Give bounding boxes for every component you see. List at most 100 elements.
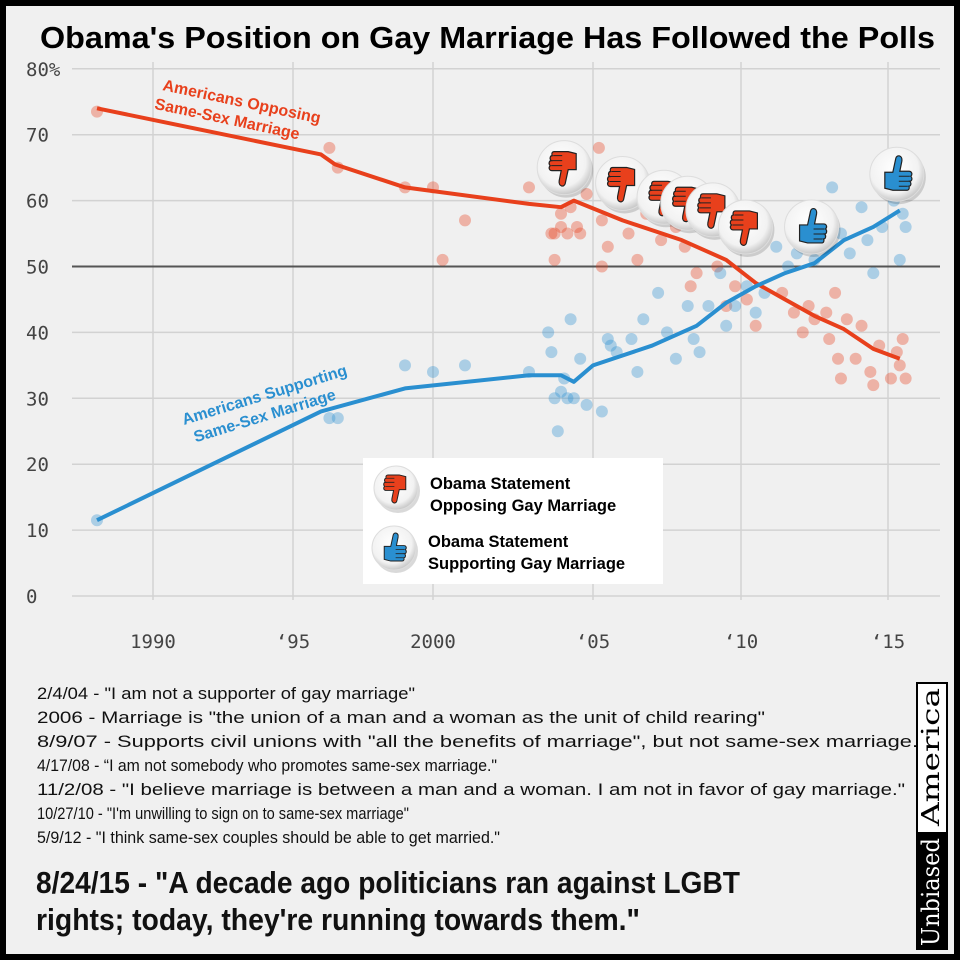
- oppose-point: [555, 220, 567, 233]
- oppose-point: [459, 214, 471, 227]
- support-point: [855, 201, 868, 214]
- support-point: [551, 425, 564, 438]
- oppose-point: [740, 293, 753, 306]
- oppose-point: [622, 227, 635, 240]
- x-tick-label: 1990: [130, 631, 176, 653]
- x-tick-label: 2000: [410, 631, 456, 653]
- support-point: [545, 346, 558, 359]
- support-point: [669, 352, 682, 365]
- oppose-point: [690, 267, 703, 280]
- statement-markers: [536, 140, 926, 257]
- statement-marker-oppose: [536, 140, 594, 198]
- oppose-point: [631, 253, 644, 266]
- y-tick-label: 20: [26, 454, 49, 476]
- statement-line: 5/9/12 - "I think same-sex couples shoul…: [37, 828, 500, 847]
- thumbs-up-icon: [798, 207, 828, 244]
- thumbs-down-icon: [383, 474, 407, 504]
- support-point: [702, 300, 715, 313]
- thumbs-down-icon: [548, 151, 577, 187]
- support-point: [574, 352, 587, 365]
- y-tick-label: 40: [26, 322, 49, 344]
- legend-oppose-line2: Opposing Gay Marriage: [430, 497, 616, 515]
- oppose-point: [711, 260, 724, 273]
- thumb-fingers: [609, 170, 621, 182]
- oppose-point: [823, 332, 836, 345]
- oppose-point: [820, 306, 833, 319]
- thumb-fingers: [674, 190, 686, 202]
- y-tick-label: 10: [26, 520, 49, 542]
- support-point: [548, 392, 561, 405]
- oppose-point: [896, 332, 909, 345]
- quote-line-2: rights; today, they're running towards t…: [36, 902, 640, 937]
- support-point: [687, 332, 700, 345]
- statements-list: 2/4/04 - "I am not a supporter of gay ma…: [37, 684, 918, 847]
- statement-line: 2006 - Marriage is "the union of a man a…: [37, 708, 765, 727]
- thumb-fingers: [732, 214, 744, 226]
- oppose-point: [592, 141, 605, 154]
- oppose-trend-line: [96, 106, 901, 361]
- statement-line: 11/2/08 - "I believe marriage is between…: [37, 780, 905, 799]
- oppose-point: [555, 207, 567, 220]
- x-tick-label: ‘10: [724, 631, 758, 653]
- legend: Obama Statement Opposing Gay Marriage Ob…: [363, 458, 663, 584]
- support-point: [867, 267, 880, 280]
- watermark-part2: America: [917, 688, 945, 827]
- oppose-point: [684, 280, 697, 293]
- oppose-point: [655, 234, 668, 247]
- thumbs-down-icon: [697, 193, 726, 229]
- y-tick-label: 60: [26, 191, 49, 213]
- trend-lines: [96, 106, 901, 523]
- support-trend-line: [96, 208, 901, 523]
- oppose-point: [574, 227, 587, 240]
- oppose-point: [749, 319, 762, 332]
- oppose-point: [840, 313, 853, 326]
- oppose-point: [580, 188, 593, 201]
- oppose-point: [601, 240, 614, 253]
- thumb-fingers: [699, 197, 711, 209]
- legend-oppose-line1: Obama Statement: [430, 475, 571, 493]
- oppose-point: [595, 260, 608, 273]
- oppose-point: [787, 306, 800, 319]
- oppose-point: [595, 214, 608, 227]
- support-point: [561, 392, 574, 405]
- support-point: [427, 365, 439, 378]
- quote-line-1: 8/24/15 - "A decade ago politicians ran …: [36, 865, 740, 900]
- statement-marker-support: [784, 199, 841, 257]
- thumb-fingers: [898, 175, 910, 187]
- y-tick-label: 0: [26, 586, 37, 608]
- y-tick-label: 70: [26, 125, 49, 147]
- support-point: [331, 412, 344, 425]
- support-point: [861, 234, 874, 247]
- oppose-point: [899, 372, 912, 385]
- x-tick-label: ‘05: [576, 631, 610, 653]
- legend-support-line2: Supporting Gay Marriage: [428, 555, 625, 573]
- oppose-point: [571, 220, 583, 233]
- oppose-point: [867, 379, 880, 392]
- thumbs-down-icon: [606, 166, 636, 203]
- support-point: [893, 253, 906, 266]
- support-point: [625, 332, 638, 345]
- support-point: [595, 405, 608, 418]
- support-point: [729, 300, 742, 313]
- statement-line: 8/9/07 - Supports civil unions with "all…: [37, 732, 918, 751]
- oppose-point: [545, 227, 558, 240]
- legend-support-line1: Obama Statement: [428, 533, 569, 551]
- oppose-point: [323, 141, 336, 154]
- statement-line: 4/17/08 - “I am not somebody who promote…: [37, 756, 497, 775]
- legend-support-icon: [371, 525, 418, 573]
- oppose-point: [832, 352, 845, 365]
- y-tick-label: 80%: [26, 59, 61, 81]
- thumb-fingers: [813, 228, 825, 240]
- legend-oppose-icon: [373, 465, 420, 513]
- oppose-point: [893, 359, 906, 372]
- thumb-fingers: [395, 549, 405, 559]
- x-tick-label: ‘95: [276, 631, 310, 653]
- y-tick-label: 50: [26, 257, 49, 279]
- oppose-point: [829, 286, 842, 299]
- support-point: [564, 313, 577, 326]
- support-point: [542, 326, 555, 339]
- support-point: [826, 181, 839, 194]
- support-point: [604, 339, 617, 352]
